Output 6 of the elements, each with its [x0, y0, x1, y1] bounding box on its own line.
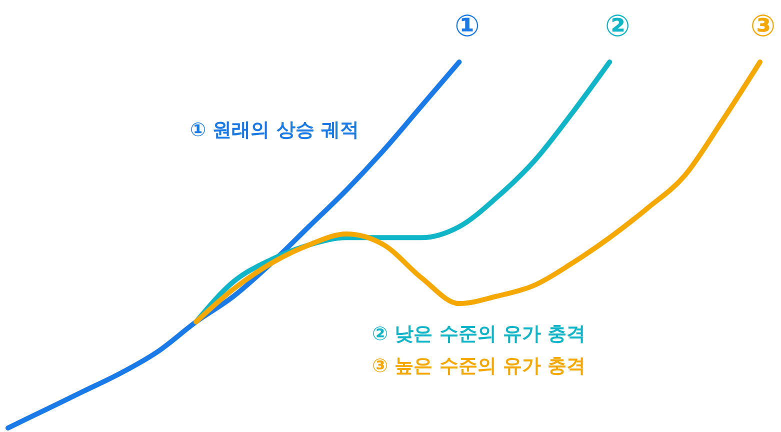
series-label: ① 원래의 상승 궤적 — [190, 119, 359, 141]
text: ③ 높은 수준의 유가 충격 — [372, 355, 586, 377]
text: ① — [454, 9, 480, 44]
text: ③ — [750, 9, 776, 44]
text: ② — [604, 9, 630, 44]
text: ② 낮은 수준의 유가 충격 — [372, 323, 586, 345]
